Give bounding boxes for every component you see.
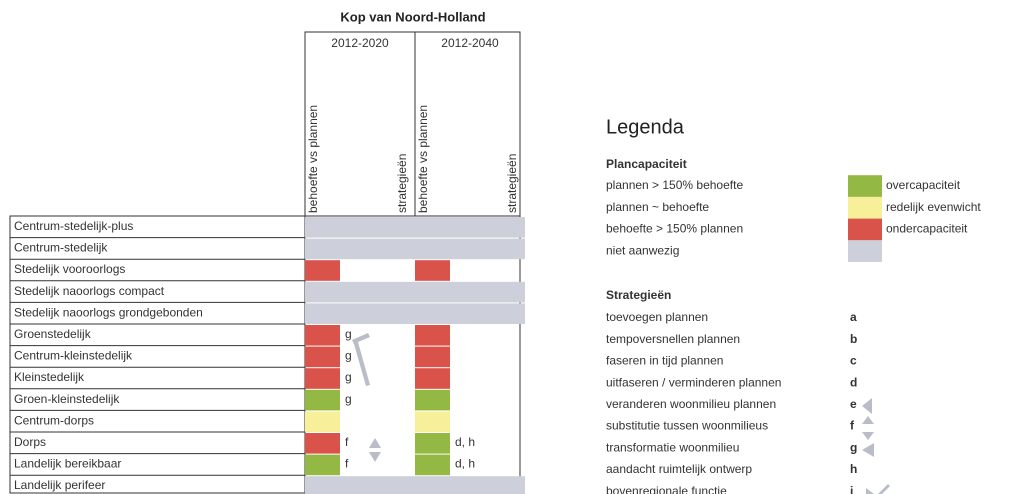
- legend-label: aandacht ruimtelijk ontwerp: [606, 462, 752, 476]
- legend-label: substitutie tussen woonmilieus: [606, 419, 768, 433]
- cell: [415, 476, 525, 494]
- legend-letter: h: [850, 462, 857, 476]
- row-label: Centrum-dorps: [14, 413, 94, 427]
- cell: [305, 476, 415, 494]
- legend-label: niet aanwezig: [606, 243, 679, 257]
- row-label: Centrum-kleinstedelijk: [14, 349, 133, 363]
- legend-letter: g: [850, 440, 857, 454]
- cell: [415, 260, 450, 281]
- row-label: Stedelijk naoorlogs compact: [14, 284, 165, 298]
- legend-description: ondercapaciteit: [886, 222, 968, 236]
- legend-label: transformatie woonmilieu: [606, 440, 739, 454]
- column-header: strategieën: [395, 154, 409, 213]
- row-label: Stedelijk naoorlogs grondgebonden: [14, 305, 203, 319]
- cell: [415, 433, 450, 454]
- strategy: f: [345, 435, 349, 449]
- legend-letter: c: [850, 354, 857, 368]
- swap-arrow: [369, 438, 381, 462]
- cell: [305, 217, 415, 238]
- cell: [415, 303, 525, 324]
- cell: [305, 303, 415, 324]
- column-header: strategieën: [505, 154, 519, 213]
- legend-letter: e: [850, 397, 857, 411]
- row-label: Stedelijk vooroorlogs: [14, 262, 125, 276]
- row-label: Dorps: [14, 435, 46, 449]
- strategy: g: [345, 327, 352, 341]
- legend-swatch: [848, 175, 882, 197]
- cell: [415, 217, 525, 238]
- column-header: behoefte vs plannen: [306, 105, 320, 213]
- legend-label: uitfaseren / verminderen plannen: [606, 375, 781, 389]
- legend-label: behoefte > 150% plannen: [606, 222, 743, 236]
- cell: [305, 368, 340, 389]
- cell: [415, 454, 450, 476]
- row-label: Centrum-stedelijk: [14, 241, 108, 255]
- legend-letter: f: [850, 419, 855, 433]
- period-label: 2012-2040: [441, 36, 499, 50]
- bracket-arrow: [352, 333, 370, 386]
- legend-section: Plancapaciteit: [606, 157, 687, 171]
- cell: [305, 411, 340, 432]
- legend-swatch: [848, 196, 882, 219]
- cell: [305, 454, 340, 476]
- legend-label: plannen > 150% behoefte: [606, 178, 743, 192]
- legend-letter: i: [850, 484, 853, 494]
- row-label: Groenstedelijk: [14, 327, 92, 341]
- cell: [415, 368, 450, 389]
- cell: [305, 281, 415, 303]
- cell: [415, 411, 450, 432]
- legend-title: Legenda: [606, 116, 685, 138]
- legend-label: tempoversnellen plannen: [606, 332, 740, 346]
- legend-label: bovenregionale functie: [606, 484, 727, 494]
- legend-swatch: [848, 240, 882, 262]
- legend-letter: a: [850, 310, 857, 324]
- cell: [305, 325, 340, 346]
- legend-section: Strategieën: [606, 288, 671, 302]
- strategy: g: [345, 392, 352, 406]
- legend-arrow-e: [862, 398, 872, 414]
- row-label: Landelijk perifeer: [14, 478, 105, 492]
- legend-label: faseren in tijd plannen: [606, 354, 723, 368]
- legend-label: veranderen woonmilieu plannen: [606, 397, 776, 411]
- legend-arrow-f: [862, 416, 874, 440]
- cell: [305, 260, 340, 281]
- legend-description: overcapaciteit: [886, 178, 961, 192]
- legend-arrow-i: [866, 484, 890, 494]
- legend-letter: d: [850, 375, 857, 389]
- cell: [415, 346, 450, 368]
- row-label: Landelijk bereikbaar: [14, 457, 121, 471]
- column-header: behoefte vs plannen: [416, 105, 430, 213]
- cell: [415, 325, 450, 346]
- cell: [415, 238, 525, 260]
- arrow-icons: [352, 333, 890, 494]
- cell: [305, 346, 340, 368]
- row-label: Centrum-stedelijk-plus: [14, 219, 133, 233]
- row-label: Groen-kleinstedelijk: [14, 392, 120, 406]
- legend-label: plannen ~ behoefte: [606, 200, 709, 214]
- strategy: f: [345, 457, 349, 471]
- cell: [415, 389, 450, 411]
- cell: [305, 389, 340, 411]
- cell: [415, 281, 525, 303]
- cell: [305, 238, 415, 260]
- legend-label: toevoegen plannen: [606, 310, 708, 324]
- table-title: Kop van Noord-Holland: [340, 9, 485, 24]
- legend-arrow-g: [862, 443, 874, 457]
- legend-letter: b: [850, 332, 857, 346]
- cell: [305, 433, 340, 454]
- strategy: d, h: [455, 435, 475, 449]
- strategy: g: [345, 370, 352, 384]
- row-label: Kleinstedelijk: [14, 370, 85, 384]
- legend-description: redelijk evenwicht: [886, 200, 981, 214]
- legend-swatch: [848, 218, 882, 241]
- strategy: d, h: [455, 457, 475, 471]
- period-label: 2012-2020: [331, 36, 389, 50]
- strategy: g: [345, 349, 352, 363]
